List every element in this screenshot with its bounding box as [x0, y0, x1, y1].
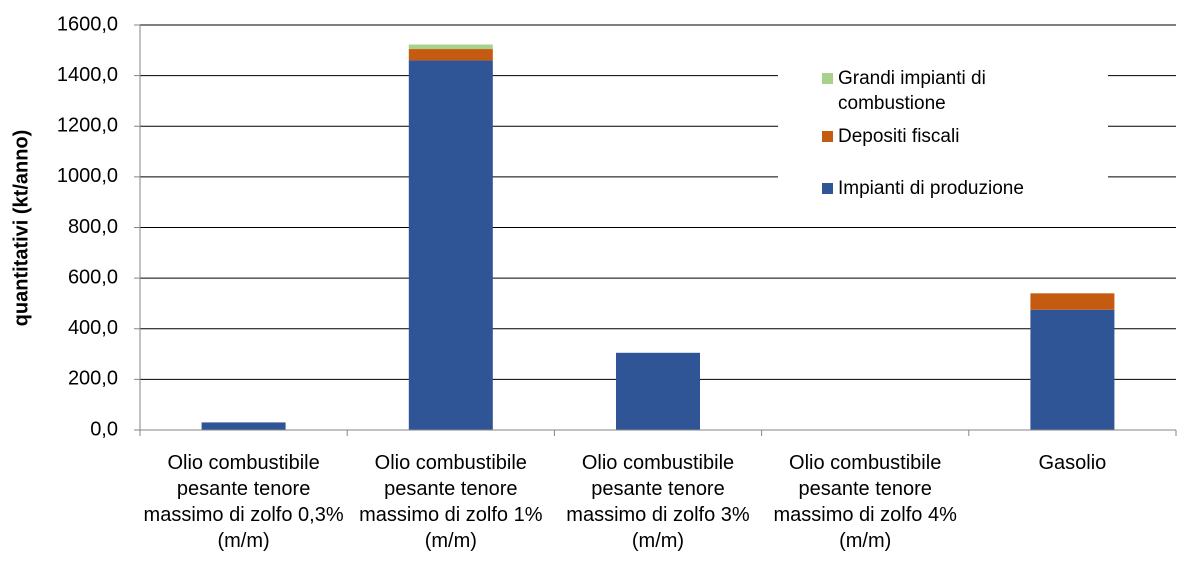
bar-segment [408, 60, 493, 430]
legend-swatch [822, 183, 833, 194]
y-axis-label: quantitativi (kt/anno) [10, 130, 32, 327]
legend-box [778, 62, 1108, 208]
legend-swatch [822, 131, 833, 142]
bar-segment [1030, 293, 1115, 310]
bar-segment [1030, 309, 1115, 430]
y-tick-label: 600,0 [68, 266, 118, 288]
bar-segment [201, 422, 286, 430]
x-tick-label: Olio combustibile pesante tenore massimo… [773, 452, 957, 552]
legend-label: Impianti di produzione [838, 178, 1024, 199]
legend-label: Depositi fiscali [838, 126, 960, 147]
bar-segment [408, 49, 493, 61]
y-tick-label: 1200,0 [57, 115, 118, 137]
y-tick-label: 1600,0 [57, 13, 118, 35]
x-tick-label: Olio combustibile pesante tenore massimo… [359, 452, 543, 552]
y-tick-label: 1400,0 [57, 64, 118, 86]
y-tick-label: 200,0 [68, 368, 118, 390]
bar-segment [408, 44, 493, 50]
x-tick-label: Olio combustibile pesante tenore massimo… [566, 452, 750, 552]
bar-segment [616, 352, 700, 430]
y-tick-label: 0,0 [90, 418, 118, 440]
legend-label: Grandi impianti di combustione [838, 68, 986, 114]
y-tick-label: 800,0 [68, 216, 118, 238]
x-tick-label: Olio combustibile pesante tenore massimo… [143, 452, 344, 552]
y-tick-label: 400,0 [68, 317, 118, 339]
x-tick-label: Gasolio [1038, 452, 1107, 474]
y-tick-label: 1000,0 [57, 165, 118, 187]
legend-swatch [822, 73, 833, 84]
